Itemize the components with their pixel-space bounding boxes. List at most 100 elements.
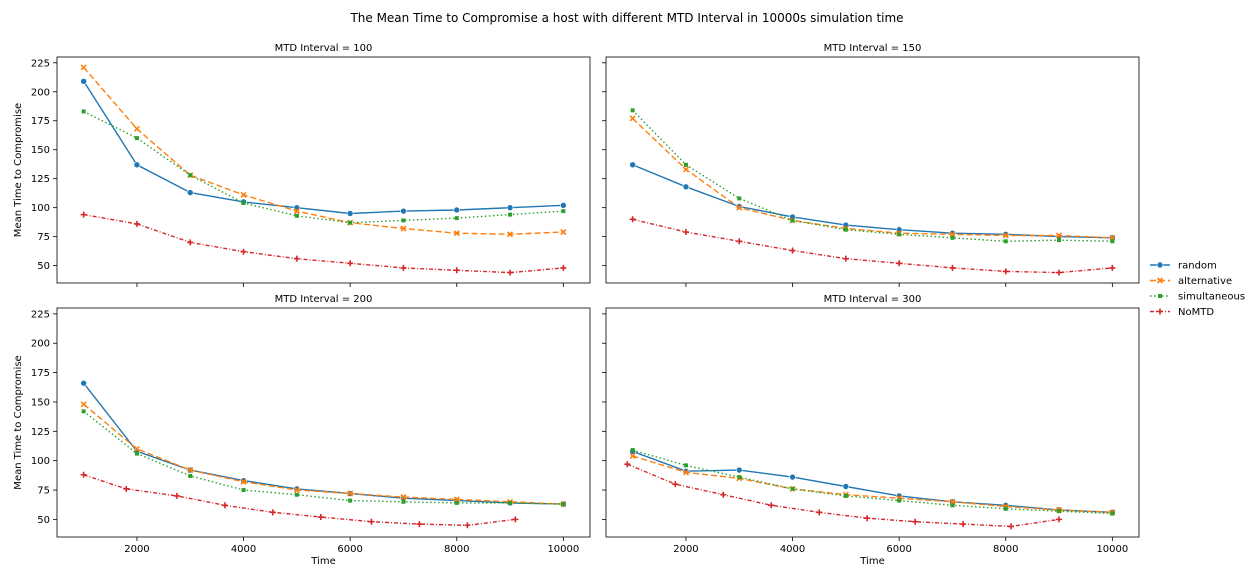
data-point	[1008, 523, 1015, 530]
data-point	[453, 267, 460, 274]
series-NoMTD	[629, 216, 1116, 276]
data-point	[454, 216, 459, 221]
data-point	[400, 207, 407, 215]
data-point	[507, 269, 514, 276]
data-point	[682, 166, 690, 173]
series-simultaneous	[630, 448, 1115, 516]
series-line	[83, 410, 564, 505]
data-point	[221, 502, 228, 509]
data-point	[506, 231, 514, 238]
data-point	[912, 518, 919, 525]
panel-title: MTD Interval = 150	[824, 43, 922, 54]
data-point	[683, 162, 688, 167]
data-point	[1055, 232, 1063, 239]
data-point	[80, 64, 87, 71]
legend-marker	[1156, 277, 1164, 284]
legend-label: NoMTD	[1178, 307, 1214, 318]
data-point	[294, 213, 299, 218]
x-tick-label: 4000	[231, 544, 256, 555]
data-point	[368, 518, 375, 525]
data-point	[629, 115, 636, 122]
data-point	[842, 255, 849, 262]
data-point	[897, 232, 902, 237]
data-point	[950, 235, 955, 240]
x-axis-label: Time	[310, 556, 335, 567]
panel-title: MTD Interval = 100	[275, 43, 373, 54]
data-point	[672, 481, 679, 488]
x-axis: 2000 4000 6000 8000 10000	[673, 537, 1128, 555]
y-tick-label: 200	[31, 339, 50, 350]
data-point	[400, 225, 407, 232]
data-point	[348, 498, 353, 503]
x-axis	[685, 283, 1113, 287]
series-line	[632, 455, 1113, 513]
data-point	[720, 491, 727, 498]
data-point	[629, 216, 636, 223]
data-point	[1057, 238, 1062, 243]
data-point	[560, 228, 567, 236]
data-point	[133, 445, 141, 452]
data-point	[949, 264, 956, 271]
data-point	[134, 451, 139, 456]
legend-label: random	[1178, 261, 1217, 272]
data-point	[736, 204, 743, 211]
data-point	[842, 483, 850, 490]
y-tick-label: 100	[31, 456, 50, 467]
data-point	[293, 255, 300, 262]
panel-title: MTD Interval = 300	[824, 294, 922, 305]
y-tick-label: 125	[31, 427, 50, 438]
data-point	[80, 401, 87, 408]
legend-item-simultaneous: simultaneous	[1150, 292, 1245, 303]
data-point	[348, 220, 353, 225]
series-simultaneous	[81, 109, 566, 225]
series-simultaneous	[81, 409, 566, 507]
data-point	[1110, 239, 1115, 244]
legend-label: simultaneous	[1178, 292, 1245, 303]
chart-title: The Mean Time to Compromise a host with …	[349, 11, 903, 25]
data-point	[512, 516, 519, 523]
data-point	[240, 248, 247, 255]
plot-frame	[605, 307, 1140, 538]
panel-title: MTD Interval = 200	[275, 294, 373, 305]
y-tick-label: 150	[31, 397, 50, 408]
data-point	[896, 260, 903, 267]
series-line	[632, 449, 1113, 515]
legend-item-NoMTD: NoMTD	[1150, 307, 1214, 318]
data-point	[737, 475, 742, 480]
data-point	[454, 500, 459, 505]
data-point	[736, 238, 743, 245]
data-point	[897, 498, 902, 503]
x-tick-label: 10000	[1096, 544, 1128, 555]
data-point	[561, 502, 566, 507]
data-point	[506, 204, 514, 211]
panel-2: MTD Interval = 150	[602, 43, 1140, 287]
data-point	[1057, 509, 1062, 514]
data-point	[1002, 232, 1009, 239]
data-point	[843, 227, 848, 232]
data-point	[864, 515, 871, 522]
data-point	[1002, 268, 1009, 275]
y-tick-label: 200	[31, 87, 50, 98]
data-point	[133, 125, 141, 132]
data-point	[188, 173, 193, 178]
data-point	[188, 473, 193, 478]
y-axis-label: Mean Time to Compromise	[13, 103, 24, 237]
series-simultaneous	[630, 108, 1115, 244]
data-point	[400, 494, 407, 501]
y-tick-label: 100	[31, 203, 50, 214]
data-point	[133, 220, 140, 227]
data-point	[346, 210, 354, 217]
series-NoMTD	[80, 211, 567, 276]
data-point	[629, 161, 636, 169]
data-point	[683, 463, 688, 468]
y-tick-label: 50	[37, 515, 50, 526]
y-axis-label: Mean Time to Compromise	[13, 355, 24, 489]
data-point	[173, 492, 180, 499]
legend-marker	[1156, 261, 1164, 269]
data-point	[1056, 269, 1063, 276]
data-point	[401, 499, 406, 504]
data-point	[630, 108, 635, 113]
data-point	[1003, 506, 1008, 511]
data-point	[790, 486, 795, 491]
series-NoMTD	[624, 461, 1063, 530]
